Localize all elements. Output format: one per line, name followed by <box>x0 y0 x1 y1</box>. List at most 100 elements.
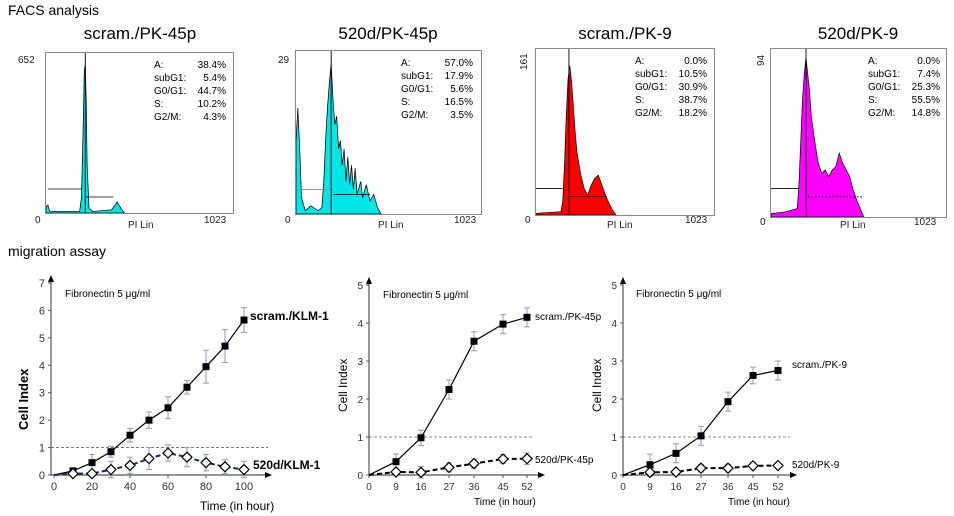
data-point <box>774 367 782 374</box>
x-tick-label: 60 <box>162 481 174 493</box>
chart1-series2-label: 520d/KLM-1 <box>253 458 321 472</box>
data-point <box>124 459 136 472</box>
data-point <box>499 320 507 328</box>
data-point <box>390 466 402 478</box>
data-point <box>695 462 707 475</box>
data-point <box>145 416 153 424</box>
facs-xlabel-1: PI Lin <box>128 220 154 231</box>
histogram-plot <box>46 53 125 213</box>
y-tick-label: 4 <box>357 319 363 330</box>
data-point <box>468 457 480 470</box>
y-tick-label: 3 <box>357 357 363 368</box>
y-axis-arrow <box>48 275 54 282</box>
facs-title-2: 520d/PK-45p <box>338 24 438 43</box>
chart3-series2-label: 520d/PK-9 <box>792 460 840 471</box>
data-point <box>392 458 400 466</box>
y-tick-label: 3 <box>39 388 45 400</box>
y-tick-label: 5 <box>611 281 617 292</box>
x-tick-label: 80 <box>200 481 212 493</box>
y-tick-label: 2 <box>39 415 45 427</box>
data-point <box>521 452 533 465</box>
x-tick-label: 0 <box>51 481 57 493</box>
chart1-annotation: Fibronectin 5 μg/ml <box>65 289 151 300</box>
x-tick-label: 45 <box>747 482 759 493</box>
data-point <box>88 459 96 467</box>
series-line-1 <box>622 369 779 476</box>
x-tick-label: 20 <box>86 481 98 493</box>
data-point <box>240 316 248 324</box>
data-point <box>772 459 784 472</box>
x-tick-label: 52 <box>772 482 784 493</box>
data-point <box>162 447 174 459</box>
y-axis-arrow <box>366 277 372 284</box>
histogram-plot <box>771 49 865 217</box>
y-tick-label: 5 <box>39 333 45 345</box>
data-point <box>202 363 210 371</box>
facs-xmax-2: 1023 <box>454 215 477 226</box>
facs-ymax-2: 29 <box>278 55 290 66</box>
data-point <box>415 466 427 479</box>
data-point <box>219 460 231 473</box>
y-tick-label: 2 <box>611 395 617 406</box>
x-axis-arrow <box>538 472 545 478</box>
histogram-plot <box>296 51 382 214</box>
data-point <box>105 463 117 476</box>
data-point <box>747 460 759 472</box>
x-axis-arrow <box>265 472 272 478</box>
data-point <box>417 434 425 442</box>
x-tick-label: 9 <box>647 482 653 493</box>
y-tick-label: 1 <box>357 433 363 444</box>
facs-xlabel-4: PI Lin <box>840 220 866 231</box>
migration-heading: migration assay <box>8 243 107 259</box>
data-point <box>670 466 682 478</box>
data-point <box>143 452 155 465</box>
facs-xlabel-3: PI Lin <box>607 220 633 231</box>
x-tick-label: 16 <box>415 482 427 493</box>
chart2-series2-label: 520d/PK-45p <box>535 455 594 466</box>
y-tick-label: 0 <box>39 470 45 482</box>
x-tick-label: 16 <box>670 482 682 493</box>
chart3-xlabel: Time (in hour) <box>728 497 790 508</box>
facs-xlabel-2: PI Lin <box>378 220 404 231</box>
facs-heading: FACS analysis <box>8 2 100 18</box>
histogram-fill <box>771 57 865 217</box>
facs-title-4: 520d/PK-9 <box>817 24 899 43</box>
data-point <box>221 342 229 350</box>
x-tick-label: 100 <box>235 481 253 493</box>
data-point <box>646 461 654 469</box>
facs-xmax-3: 1023 <box>685 215 708 226</box>
facs-histogram-3: A: 0.0% subG1: 10.5% G0/G1: 30.9% S: 38.7% G… <box>535 48 715 216</box>
data-point <box>238 463 250 476</box>
data-point <box>200 456 212 469</box>
x-tick-label: 9 <box>393 482 399 493</box>
x-tick-label: 45 <box>497 482 509 493</box>
data-point <box>443 461 455 474</box>
y-tick-label: 4 <box>611 319 617 330</box>
facs-stats-3: A: 0.0% subG1: 10.5% G0/G1: 30.9% S: 38.7% G… <box>635 56 707 119</box>
x-tick-label: 40 <box>124 481 136 493</box>
y-axis-arrow <box>620 277 626 284</box>
chart2-annotation: Fibronectin 5 μg/ml <box>383 290 469 301</box>
data-point <box>697 432 705 440</box>
chart2-xlabel: Time (in hour) <box>474 497 536 508</box>
facs-title-3: scram./PK-9 <box>578 24 672 43</box>
histogram-fill <box>296 64 382 214</box>
data-point <box>644 466 656 479</box>
data-point <box>181 451 193 464</box>
facs-stats-4: A: 0.0% subG1: 7.4% G0/G1: 25.3% S: 55.5% G2… <box>868 56 940 119</box>
facs-stats-2: A: 57.0% subG1: 17.9% G0/G1: 5.6% S: 16.5% G… <box>401 58 473 121</box>
x-tick-label: 27 <box>695 482 707 493</box>
data-point <box>470 337 478 345</box>
x-tick-label: 0 <box>366 482 372 493</box>
data-point <box>67 467 79 480</box>
y-tick-label: 0 <box>611 471 617 482</box>
x-tick-label: 36 <box>468 482 480 493</box>
y-tick-label: 0 <box>357 471 363 482</box>
data-point <box>722 462 734 475</box>
y-tick-label: 6 <box>39 305 45 317</box>
facs-histogram-2: A: 57.0% subG1: 17.9% G0/G1: 5.6% S: 16.5% G… <box>295 50 482 215</box>
y-tick-label: 4 <box>39 360 45 372</box>
facs-xmin-1: 0 <box>35 215 41 226</box>
data-point <box>672 449 680 457</box>
